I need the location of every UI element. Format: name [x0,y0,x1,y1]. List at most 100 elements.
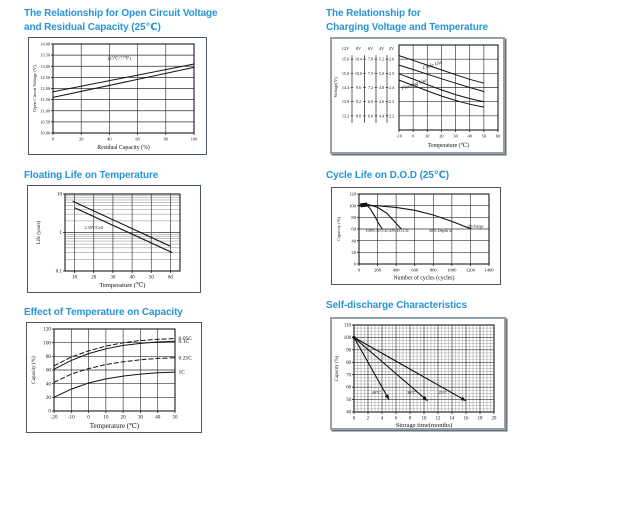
chart-annotation: discharge [468,223,484,228]
x-tick-label: 200 [374,268,382,273]
voltage-scale-value: 2.3 [389,99,394,104]
series-arrowhead [422,396,428,401]
cycle-life-chart-canvas: 100% D.O.D. 50% D.O.D. 30% Depth of dischar… [336,192,494,282]
x-tick-label: 10 [422,417,427,422]
y-axis-label: Voltage(V) [333,77,338,98]
y-tick-label: 80 [46,354,52,360]
charging-voltage-cycle-use-upper-series [398,55,485,84]
y-tick-label: 10.00 [40,131,50,136]
title-line: and Residual Capacity (25℃) [24,21,161,33]
open-circuit-voltage-upper-line-series [52,63,195,93]
x-tick-label: 14 [450,417,455,422]
y-tick-label: 80 [351,215,356,220]
x-tick-label: 30 [453,134,457,139]
chart-annotation: 2.30V/Cell [85,225,104,230]
x-tick-label: 100 [191,137,197,142]
self-discharge-temp-40c-series [353,337,390,400]
y-axis-label: Life (years) [37,220,42,244]
panel-floating-life-chart: 2.30V/Cell 10 20 30 40 50 60 10 1 0.1 Temperature … [27,185,201,293]
y-tick-label: 90 [346,348,351,353]
x-tick-label: 20 [121,415,127,421]
chart-title-floating-life: Floating Life on Temperature [24,169,158,183]
x-tick-label: 40 [130,276,136,281]
panel-self-discharge-chart: 40℃ 30℃ 25℃ 0 2 4 6 8 10 12 14 16 18 20 110 100 90 80 70 60… [330,317,506,430]
y-tick-label: 12.00 [40,86,50,91]
x-tick-label: 0 [353,417,356,422]
y-tick-label: 0 [48,409,51,415]
voltage-scale-header: 6V [368,46,374,51]
y-tick-label: 100 [344,336,352,341]
x-tick-label: 10 [72,276,78,281]
title-line: Effect of Temperature on Capacity [24,307,183,318]
x-tick-label: 0 [87,415,90,421]
voltage-scale-value: 2.2 [389,113,394,118]
chart-annotation: (25℃/77℉) [108,56,131,61]
x-axis-label: Temperature (℃) [90,422,140,430]
voltage-scale-value: 7.5 [368,71,373,76]
x-tick-label: -10 [68,415,75,421]
charging-voltage-cycle-use-lower-series [398,64,485,92]
x-tick-label: 60 [496,134,500,139]
x-tick-label: 80 [164,137,168,142]
series-label: 0.05C [179,336,193,342]
x-tick-label: 1400 [484,268,494,273]
x-axis-label: Temperature (℃) [428,142,469,149]
x-tick-label: 30 [110,276,116,281]
x-tick-label: 12 [436,417,441,422]
chart-annotation: 40℃ [372,390,381,395]
x-tick-label: -20 [51,415,58,421]
panel-temperature-capacity-chart: 0.05C 0.1C 0.25C 1C -20 -10 0 10 20 30 40 50 0 20 40 60… [26,322,202,433]
series-label: 0.25C [179,355,193,361]
voltage-scale-value: 2.6 [389,57,394,62]
y-tick-label: 40 [46,381,52,387]
floating-life-chart-canvas: 2.30V/Cell 10 20 30 40 50 60 10 1 0.1 Temperature … [37,193,181,289]
y-tick-label: 50 [346,398,351,403]
y-tick-label: 70 [346,373,351,378]
x-tick-label: 50 [482,134,486,139]
y-tick-label: 0.1 [56,270,63,275]
voltage-scale-value: 10.0 [355,71,362,76]
x-tick-label: 20 [492,417,497,422]
self-discharge-chart-canvas: 40℃ 30℃ 25℃ 0 2 4 6 8 10 12 14 16 18 20 110 100 90 80 70 60… [335,324,497,428]
title-line: Floating Life on Temperature [24,170,159,181]
x-tick-label: 30 [138,415,144,421]
y-tick-label: 0 [354,262,357,267]
x-tick-label: 4 [381,417,384,422]
voltage-scale-value: 15.0 [342,71,349,76]
x-tick-label: 0 [412,134,414,139]
x-tick-label: 20 [439,134,443,139]
x-tick-label: 2 [367,417,370,422]
temperature-capacity-rate-1c-series [53,371,176,398]
chart-title-temperature-capacity: Effect of Temperature on Capacity [24,306,183,320]
y-tick-label: 12.50 [40,75,50,80]
chart-title-self-discharge: Self-discharge Characteristics [326,299,467,313]
y-tick-label: 120 [349,192,357,197]
floating-life-band-upper-series [72,200,171,247]
voltage-scale-value: 15.6 [342,57,349,62]
voltage-scale-value: 2.4 [389,85,395,90]
chart-title-cycle-life: Cycle Life on D.O.D (25℃) [326,169,449,183]
chart-title-open-circuit-voltage: The Relationship for Open Circuit Voltag… [24,7,218,34]
open-circuit-voltage-chart-canvas: (25℃/77℉) 0 20 40 60 80 100 14.00 13.50 13.00 12.5… [32,42,197,151]
x-tick-label: 40 [155,415,161,421]
title-line: The Relationship for Open Circuit Voltag… [24,8,218,19]
x-axis-label: Number of cycles (cycles) [393,275,454,282]
chart-annotation: 25℃ [438,390,447,395]
voltage-scale-value: 4.4 [379,113,385,118]
y-tick-label: 110 [344,324,352,329]
voltage-scale-value: 8.8 [356,113,361,118]
voltage-scale-value: 9.2 [356,99,361,104]
y-tick-label: 20 [46,395,52,401]
charging-voltage-floating-use-lower-series [398,79,485,108]
x-axis-label: Residual Capacity (%) [97,144,150,151]
voltage-scale-value: 13.8 [342,99,349,104]
y-axis-label: Open Circuit Voltage (V) [32,65,37,112]
y-axis-label: Capacity (%) [335,355,340,381]
x-tick-label: 10 [425,134,429,139]
title-line: Self-discharge Characteristics [326,300,467,311]
x-axis-label: Storage time(months) [396,422,453,428]
y-tick-label: 13.00 [40,64,50,69]
